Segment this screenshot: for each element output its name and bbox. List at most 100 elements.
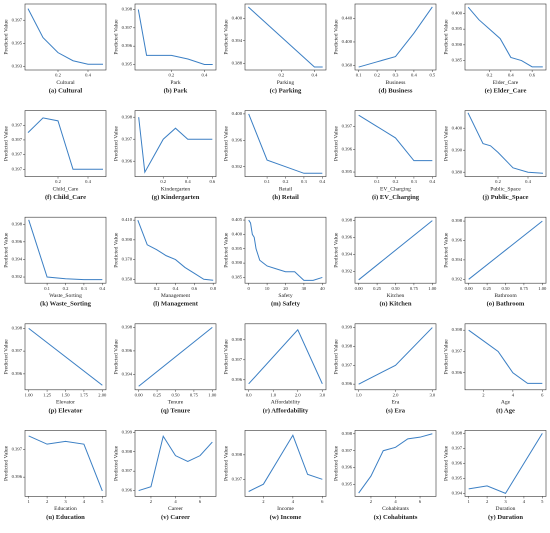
x-tick-label: 4: [174, 499, 177, 504]
x-tick-label: 0.4: [202, 73, 208, 78]
panel: 0.392 0.394 0.396 0.398 0.1 0.2 0.3 0.4 Waste_So…: [3, 216, 107, 308]
x-axis-label: Age: [501, 400, 511, 406]
panel: 0.395 0.396 0.397 0.398 2 4 6 Cohabitants Predic…: [333, 430, 437, 521]
panel: 0.397 0.397 0.397 0.397 0.2 0.4 Child_Care Pred…: [3, 110, 107, 201]
axes-frame: [134, 430, 217, 497]
panel: 0.397 0.398 2 4 6 Income Predicted Value (w) In…: [223, 430, 327, 521]
y-tick-label: 0.397: [122, 468, 133, 473]
axes-frame: [354, 430, 437, 497]
y-tick-label: 0.396: [342, 146, 353, 151]
panel: 0.396 0.397 1 2 3 4 5 Education Predicted Value (…: [3, 430, 107, 521]
axes-frame: [464, 3, 547, 71]
panel-caption: (q) Tenure: [161, 407, 190, 414]
y-tick-label: 0.400: [342, 39, 353, 44]
x-tick-label: 3: [64, 499, 67, 504]
x-tick-label: 0.25: [153, 392, 162, 397]
panel-caption: (b) Park: [164, 88, 188, 95]
x-axis-label: Era: [392, 400, 400, 406]
y-axis-label: Predicted Value: [113, 232, 119, 268]
x-tick-label: 0.4: [185, 179, 191, 184]
x-axis-label: Park: [170, 80, 180, 86]
data-line: [247, 6, 323, 68]
y-tick-label: 0.394: [232, 38, 243, 43]
panel: 0.395 0.396 0.397 0.1 0.2 0.3 0.4 EV_Charging Pr…: [333, 110, 437, 201]
data-line: [138, 326, 213, 387]
y-tick-label: 0.396: [342, 381, 353, 386]
y-tick-label: 0.397: [342, 124, 353, 129]
y-tick-label: 0.360: [342, 62, 353, 67]
axes-frame: [134, 3, 217, 71]
axes-frame: [134, 216, 217, 284]
y-axis-label: Predicted Value: [113, 339, 119, 375]
y-tick-label: 0.400: [452, 125, 463, 130]
data-line: [358, 220, 433, 281]
y-axis-label: Predicted Value: [113, 445, 119, 481]
x-tick-label: 6: [541, 392, 544, 397]
y-tick-label: 0.397: [12, 17, 23, 22]
x-tick-label: 1.00: [428, 286, 437, 291]
panel: 0.394 0.396 0.398 0.00 0.25 0.50 0.75 1.00 Tenur…: [113, 323, 217, 414]
y-tick-label: 0.395: [12, 40, 23, 45]
panel-caption: (p) Elevator: [49, 407, 83, 414]
y-tick-label: 0.400: [232, 231, 243, 236]
panel: 0.393 0.395 0.397 0.2 0.4 Cultural Predicted V…: [3, 3, 107, 95]
x-tick-label: 0.2: [63, 286, 69, 291]
y-axis-label: Predicted Value: [3, 232, 9, 268]
y-tick-label: 0.397: [232, 476, 243, 481]
panel-caption: (c) Parking: [270, 88, 302, 95]
y-axis-label: Predicted Value: [443, 339, 449, 375]
x-tick-label: 0.8: [210, 286, 216, 291]
data-line: [248, 328, 323, 385]
x-tick-label: 0.25: [483, 286, 492, 291]
x-tick-label: 5: [541, 499, 544, 504]
y-axis-label: Predicted Value: [333, 445, 339, 481]
panel-caption: (n) Kitchen: [379, 301, 411, 308]
x-axis-label: Public_Space: [490, 186, 521, 192]
y-tick-label: 0.392: [232, 164, 243, 169]
panel-caption: (a) Cultural: [49, 88, 83, 95]
y-tick-label: 0.400: [452, 10, 463, 15]
panel-caption: (s) Era: [386, 407, 406, 414]
x-axis-label: Kitchen: [387, 293, 405, 299]
x-tick-label: 0.75: [190, 392, 199, 397]
x-axis-label: Business: [386, 80, 406, 86]
y-axis-label: Predicted Value: [333, 126, 339, 162]
x-tick-label: 4: [83, 499, 86, 504]
y-tick-label: 0.397: [12, 122, 23, 127]
y-tick-label: 0.385: [232, 275, 243, 280]
y-tick-label: 0.395: [122, 62, 133, 67]
x-tick-label: 1.50: [61, 392, 70, 397]
x-axis-label: EV_Charging: [380, 186, 411, 192]
y-tick-label: 0.397: [342, 448, 353, 453]
x-tick-label: 0.4: [319, 179, 325, 184]
data-line: [248, 434, 323, 492]
x-tick-label: 2.0: [295, 392, 301, 397]
panel-caption: (x) Cohabitants: [374, 514, 418, 521]
y-tick-label: 0.396: [122, 43, 133, 48]
x-tick-label: 1.25: [43, 392, 52, 397]
x-tick-label: 1.0: [270, 392, 276, 397]
y-tick-label: 0.394: [342, 251, 353, 256]
data-line: [27, 117, 103, 170]
x-tick-label: 6: [199, 499, 202, 504]
y-tick-label: 0.396: [232, 137, 243, 142]
x-tick-label: 0.75: [410, 286, 419, 291]
y-tick-label: 0.388: [232, 60, 243, 65]
x-tick-label: 0.1: [374, 179, 380, 184]
y-tick-label: 0.397: [12, 137, 23, 142]
y-tick-label: 0.399: [122, 429, 133, 434]
y-tick-label: 0.397: [122, 136, 133, 141]
panel: 0.396 0.397 0.398 0.2 0.4 0.6 Kindergarten Pred…: [113, 110, 217, 201]
y-axis-label: Predicted Value: [443, 445, 449, 481]
panel: 0.396 0.397 0.398 0.399 1.0 2.0 3.0 Era Predicte…: [333, 323, 437, 414]
x-tick-label: 0.2: [393, 179, 399, 184]
x-axis-label: Duration: [496, 506, 516, 512]
axes-frame: [244, 430, 327, 497]
x-tick-label: 30: [302, 286, 307, 291]
x-axis-label: Retail: [279, 186, 293, 192]
x-tick-label: 0.2: [278, 73, 284, 78]
x-axis-label: Education: [54, 506, 77, 512]
axes-frame: [24, 110, 107, 177]
y-tick-label: 0.400: [232, 111, 243, 116]
